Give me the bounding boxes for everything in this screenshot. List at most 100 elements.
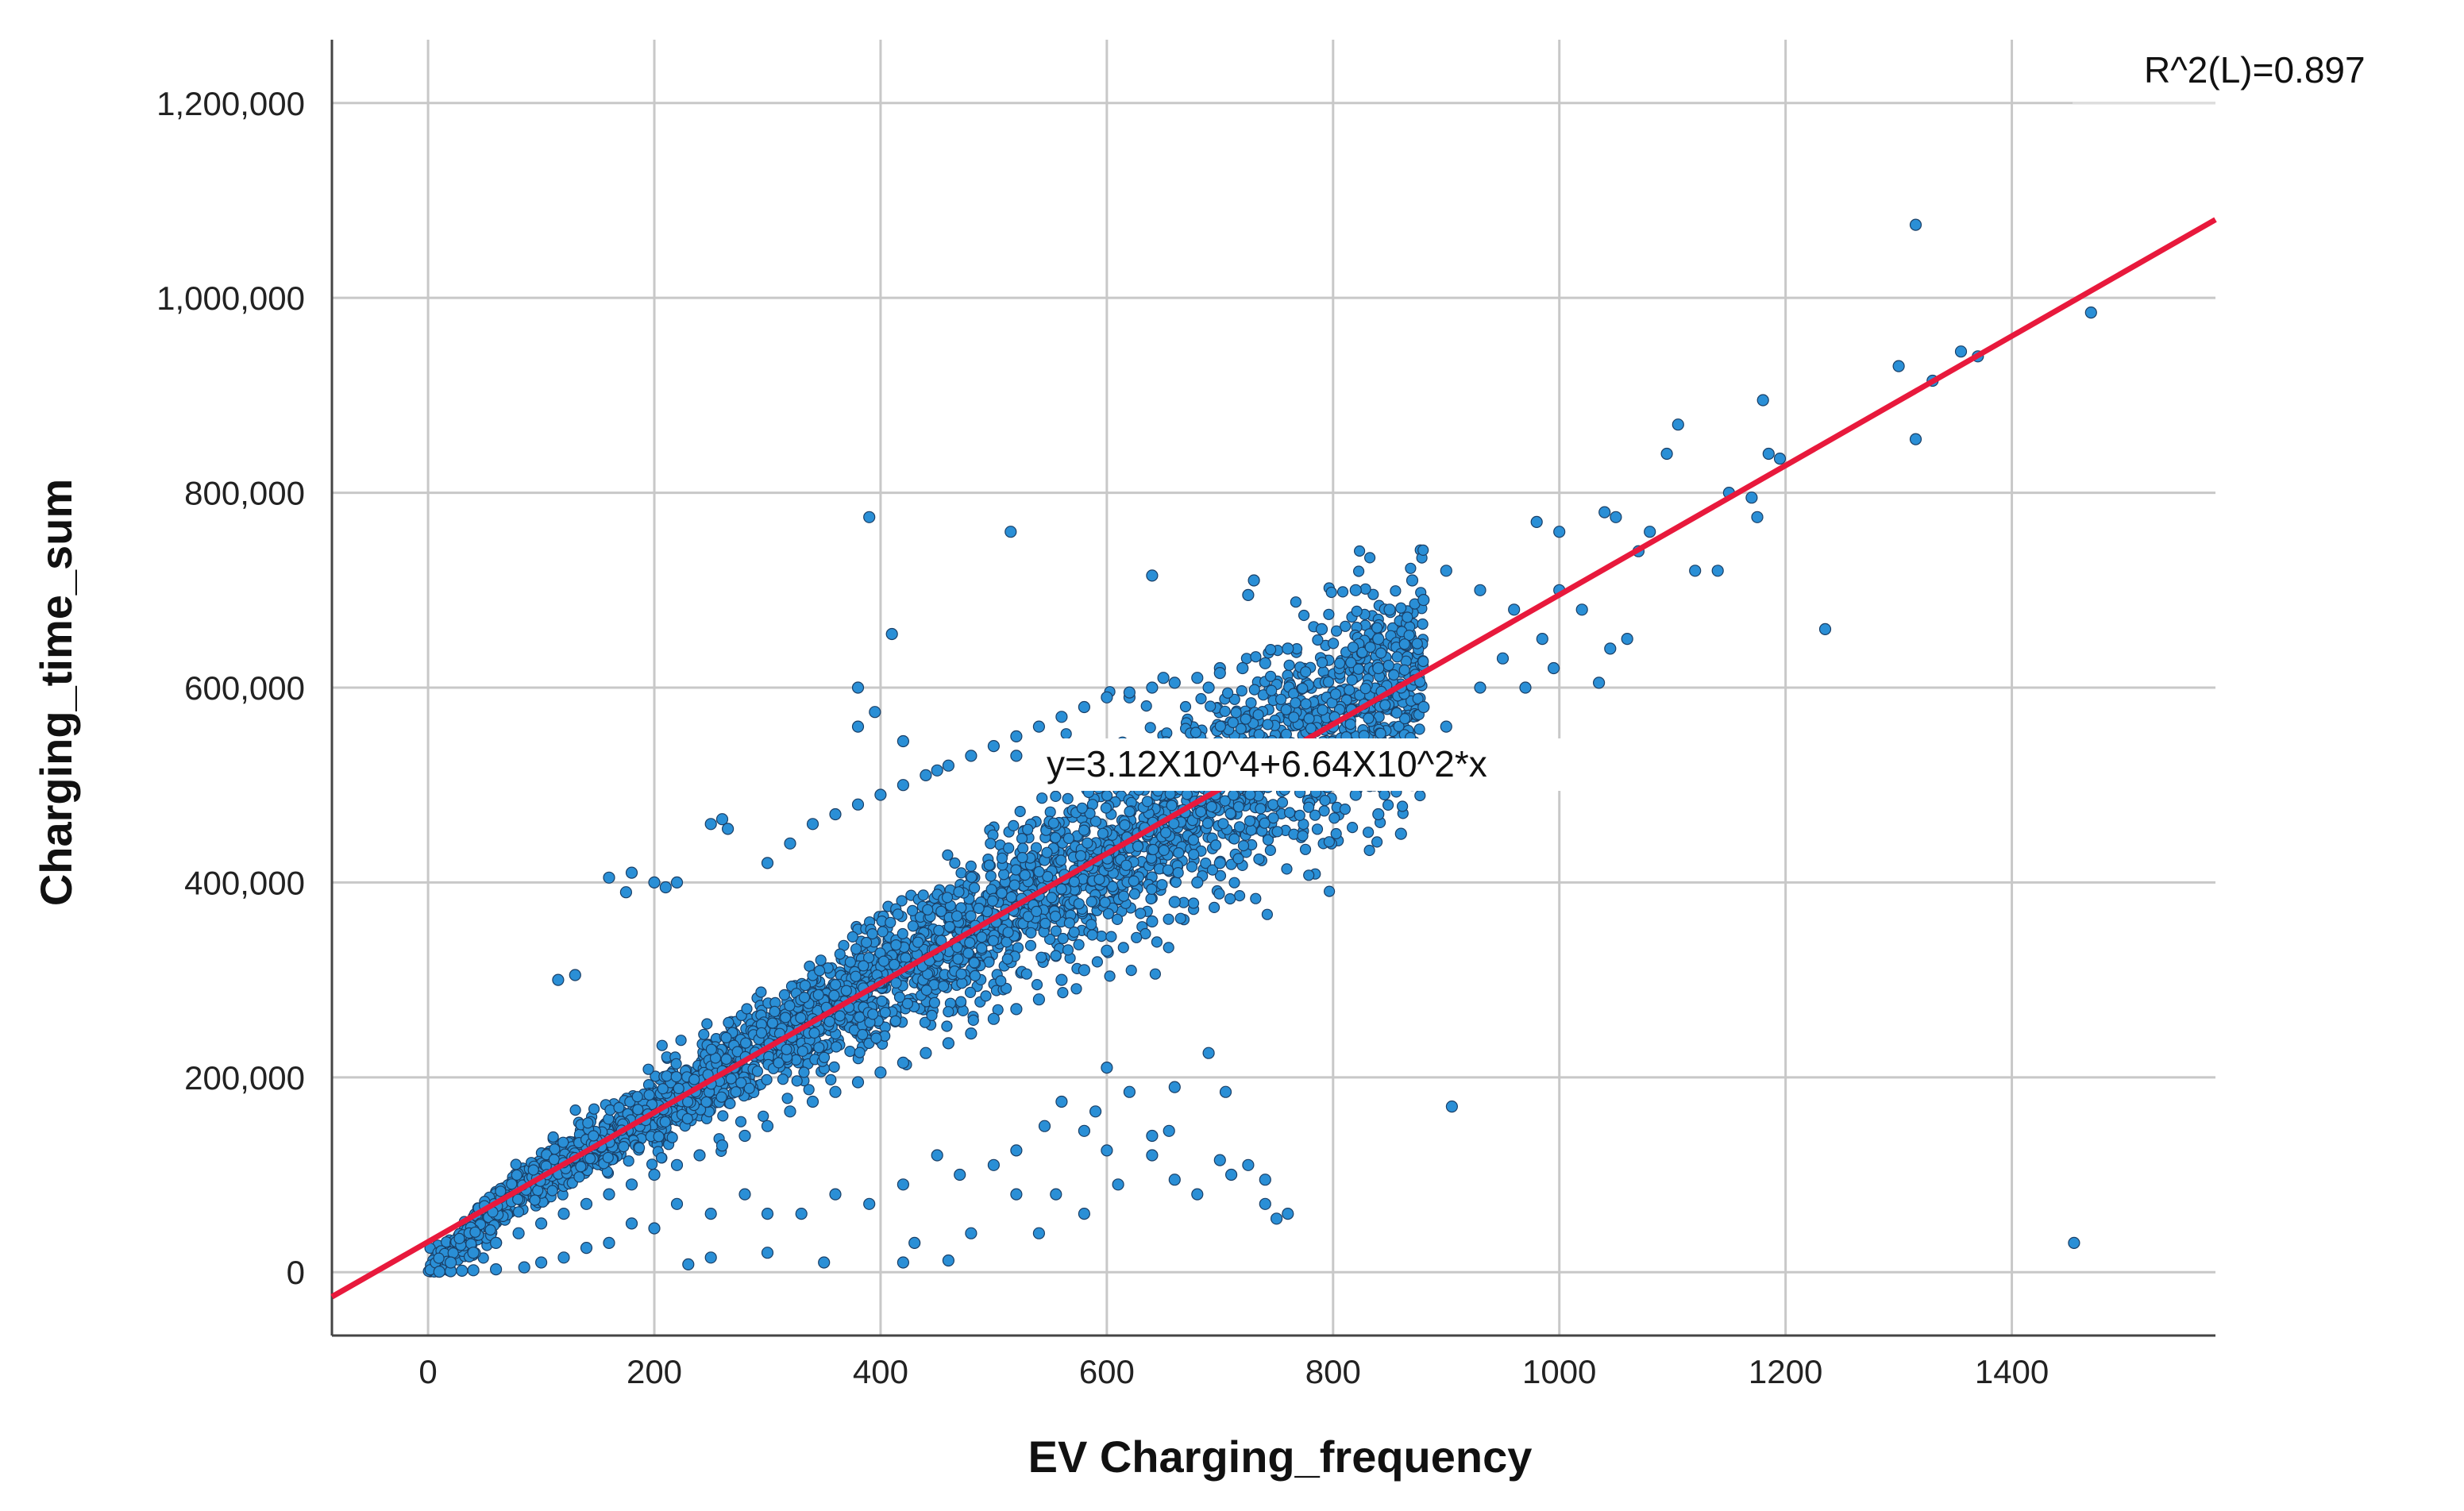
data-point — [1120, 859, 1132, 871]
data-point — [1123, 686, 1136, 699]
data-point — [1351, 605, 1363, 618]
data-point — [1371, 622, 1383, 634]
data-point — [818, 1051, 831, 1063]
data-point — [1111, 913, 1124, 926]
data-point — [1086, 929, 1098, 941]
data-point — [1195, 692, 1207, 705]
data-point — [1078, 1207, 1091, 1220]
data-point — [931, 764, 943, 777]
data-point — [1163, 913, 1174, 925]
data-point — [1280, 728, 1293, 740]
data-point — [715, 1091, 727, 1103]
data-point — [1049, 831, 1062, 844]
data-point — [738, 1129, 751, 1143]
data-point — [1372, 661, 1385, 675]
data-point — [829, 1188, 842, 1201]
data-point — [937, 980, 950, 993]
data-point — [834, 948, 846, 960]
data-point — [897, 779, 910, 792]
data-point — [1046, 892, 1058, 904]
data-point — [985, 838, 997, 850]
data-point — [1039, 917, 1051, 930]
x-tick-label: 1400 — [1975, 1353, 2049, 1390]
data-point — [569, 969, 581, 981]
data-point — [1372, 808, 1385, 821]
data-point — [1346, 821, 1359, 834]
data-point — [1575, 603, 1588, 616]
data-point — [1316, 657, 1328, 669]
data-point — [1242, 588, 1255, 602]
data-point — [935, 905, 947, 917]
data-point — [546, 1185, 558, 1197]
data-point — [484, 1224, 496, 1236]
data-point — [1050, 925, 1062, 937]
data-point — [1349, 788, 1362, 801]
data-point — [1146, 915, 1159, 928]
data-point — [1173, 846, 1185, 859]
data-point — [1078, 824, 1090, 836]
data-point — [1145, 892, 1157, 905]
data-point — [512, 1206, 525, 1218]
data-point — [1508, 603, 1521, 616]
data-point — [623, 1155, 634, 1167]
data-point — [1010, 1003, 1023, 1016]
data-point — [573, 1171, 585, 1183]
data-point — [1271, 826, 1283, 838]
data-point — [725, 1073, 737, 1085]
data-point — [1398, 664, 1410, 676]
data-point — [1383, 603, 1396, 616]
data-point — [1032, 1227, 1046, 1239]
data-point — [701, 1018, 713, 1030]
data-point — [682, 1258, 695, 1271]
data-point — [846, 931, 858, 943]
data-point — [1262, 719, 1274, 730]
data-point — [1097, 827, 1109, 839]
x-axis-title: EV Charging_frequency — [1028, 1432, 1533, 1482]
data-point — [781, 1043, 792, 1055]
data-point — [724, 1097, 736, 1110]
x-tick-label: 1000 — [1522, 1353, 1596, 1390]
data-point — [1119, 819, 1131, 831]
data-point — [851, 1076, 865, 1089]
data-point — [1033, 865, 1045, 878]
data-point — [1382, 799, 1394, 811]
data-point — [681, 1112, 693, 1125]
data-point — [1213, 888, 1225, 900]
data-point — [1315, 623, 1328, 636]
data-point — [781, 1093, 793, 1104]
data-point — [569, 1104, 581, 1116]
data-point — [1352, 663, 1364, 675]
data-point — [1163, 1124, 1175, 1137]
data-point — [1035, 951, 1047, 963]
data-point — [1250, 651, 1262, 663]
x-tick-label: 200 — [627, 1353, 682, 1390]
data-point — [534, 1256, 548, 1269]
data-point — [1280, 703, 1292, 715]
data-point — [575, 1161, 587, 1173]
data-point — [897, 1178, 910, 1191]
data-point — [1146, 569, 1159, 582]
data-point — [1038, 1120, 1051, 1132]
data-point — [1141, 796, 1154, 808]
data-point — [1188, 848, 1200, 861]
data-point — [1102, 908, 1115, 919]
data-point — [1294, 809, 1305, 822]
x-tick-label: 400 — [853, 1353, 908, 1390]
data-point — [1068, 926, 1080, 939]
gridlines — [332, 40, 2215, 1336]
data-point — [1101, 1061, 1113, 1074]
data-point — [547, 1131, 559, 1143]
data-point — [779, 1012, 792, 1023]
data-point — [1250, 892, 1262, 904]
data-point — [1253, 728, 1265, 741]
data-point — [1403, 629, 1415, 642]
data-point — [996, 852, 1008, 864]
data-point — [735, 1116, 747, 1127]
data-point — [1267, 799, 1279, 811]
data-point — [897, 1056, 910, 1070]
data-point — [1091, 956, 1104, 968]
data-point — [1329, 688, 1342, 700]
data-point — [769, 1005, 781, 1018]
data-point — [700, 1096, 712, 1108]
data-point — [1105, 931, 1117, 942]
